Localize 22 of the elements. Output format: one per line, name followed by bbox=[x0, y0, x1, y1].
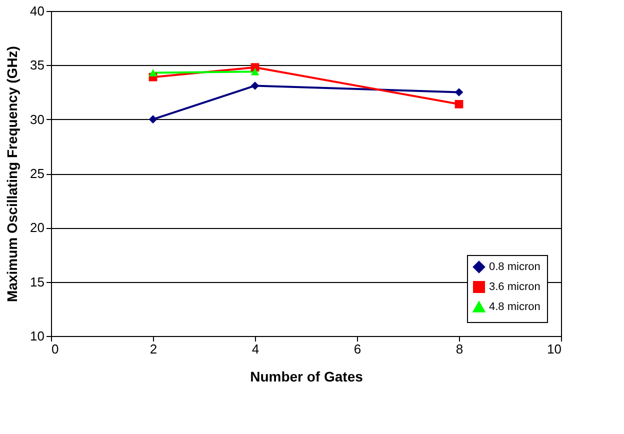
x-tick-label: 10 bbox=[547, 342, 562, 356]
x-axis-title: Number of Gates bbox=[250, 368, 364, 384]
point bbox=[454, 100, 464, 108]
y-tick-label: 25 bbox=[30, 166, 44, 181]
x-tick-label: 4 bbox=[252, 342, 260, 356]
y-tick-label: 30 bbox=[30, 112, 44, 127]
x-tick-label: 2 bbox=[150, 342, 158, 356]
legend-label: 3.6 micron bbox=[489, 281, 540, 293]
y-tick-label: 20 bbox=[30, 220, 44, 236]
y-tick-label: 35 bbox=[30, 58, 44, 73]
x-tick-label: 0 bbox=[52, 342, 59, 356]
point bbox=[250, 82, 260, 90]
y-tick-label: 40 bbox=[30, 4, 44, 18]
y-tick-label: 10 bbox=[30, 328, 44, 344]
x-tick-label: 6 bbox=[354, 342, 362, 356]
y-tick-label: 15 bbox=[30, 274, 44, 290]
point bbox=[148, 115, 158, 124]
x-tick-label: 8 bbox=[456, 342, 464, 356]
legend-label: 0.8 micron bbox=[489, 261, 540, 273]
point bbox=[454, 88, 464, 96]
legend-label: 4.8 micron bbox=[489, 301, 540, 313]
y-axis-title: Maximum Oscillating Frequency (GHz) bbox=[4, 46, 20, 302]
